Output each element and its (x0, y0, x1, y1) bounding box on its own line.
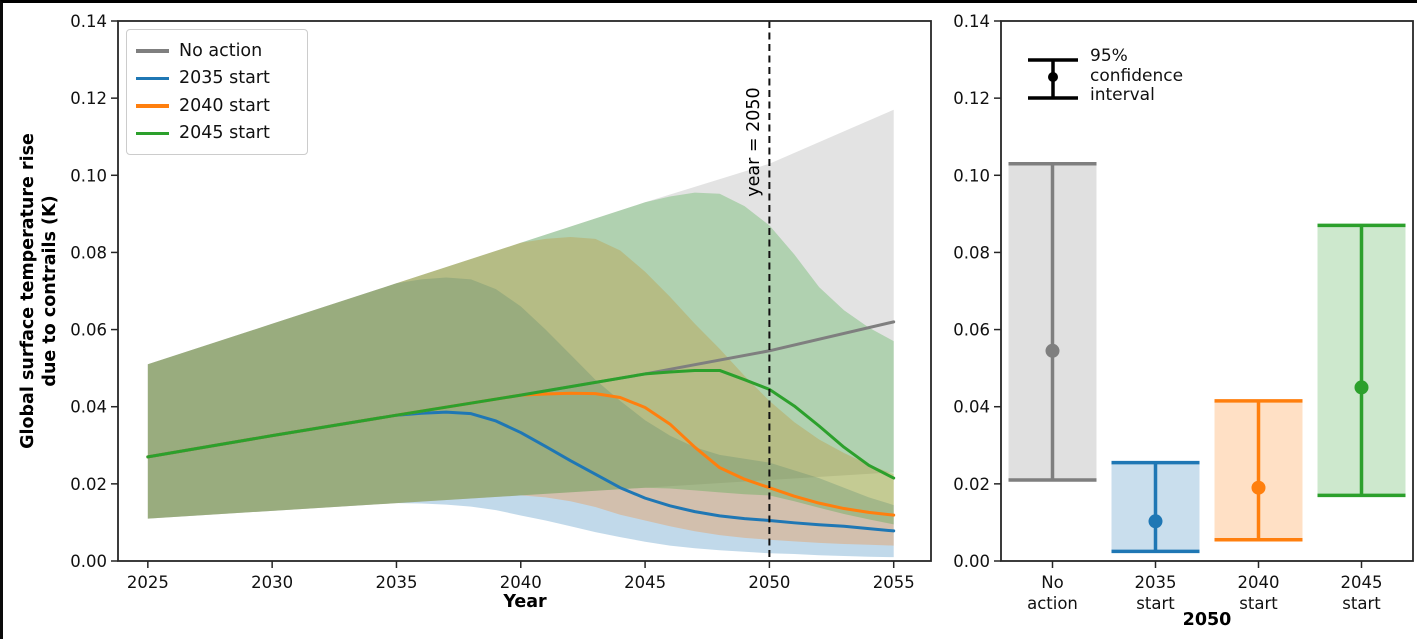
band-2035-start (147, 277, 894, 558)
legend-swatch-2045-start (136, 131, 169, 135)
y-axis-label: Global surface temperature rise due to c… (17, 133, 61, 449)
xtick-label: 2055 (873, 573, 915, 592)
chart-svg: 0.00 0.02 0.04 0.06 0.08 0.10 0.12 0.14 0.00 0.02… (70, 12, 1414, 613)
ytick-label: 0.14 (70, 12, 107, 31)
ytick-label: 0.06 (953, 321, 990, 340)
legend-swatch-no-action (136, 49, 169, 53)
legend-swatch-2040-start (136, 104, 169, 108)
ytick-label: 0.00 (953, 552, 990, 571)
ytick-label: 0.12 (953, 89, 990, 108)
ci-legend: 95% confidence interval (1025, 46, 1184, 106)
errorbar-2040-start (1214, 399, 1303, 542)
tick-labels: 0.00 0.02 0.04 0.06 0.08 0.10 0.12 0.14 0.00 0.02… (70, 12, 1382, 613)
legend-label: 2040 start (179, 95, 270, 116)
ytick-label: 0.02 (953, 475, 990, 494)
legend-label: 2045 start (179, 123, 270, 144)
ytick-label: 0.02 (70, 475, 107, 494)
confidence-bands (147, 109, 894, 558)
legend-item-2045-start: 2045 start (136, 120, 297, 148)
errorbar-no-action (1008, 161, 1097, 482)
xtick-label: 2030 (251, 573, 293, 592)
legend-swatch-2035-start (136, 76, 169, 80)
median-lines (146, 320, 896, 533)
y-axis-label-line1: Global surface temperature rise (18, 133, 38, 449)
xtick-label: 2040 (500, 573, 542, 592)
category-label: 2040 start (1238, 573, 1280, 613)
legend-item-2035-start: 2035 start (136, 65, 297, 93)
x-axis-label-year: Year (503, 592, 547, 612)
ytick-label: 0.10 (953, 166, 990, 185)
category-label: 2045 start (1341, 573, 1383, 613)
x-axis-label-2050: 2050 (1182, 610, 1232, 630)
ytick-label: 0.06 (70, 321, 107, 340)
errorbar-2035-start (1111, 460, 1200, 554)
ci-legend-text: 95% confidence interval (1090, 46, 1184, 106)
line-2035-start (146, 410, 896, 533)
errorbar-2045-start (1317, 223, 1406, 498)
year-2050-annotation: year = 2050 (744, 87, 764, 197)
xtick-label: 2025 (127, 573, 169, 592)
legend-label: 2035 start (179, 68, 270, 89)
ytick-label: 0.00 (70, 552, 107, 571)
ci-legend-line1: 95% (1090, 46, 1128, 66)
legend-item-2040-start: 2040 start (136, 92, 297, 120)
band-2045-start (147, 192, 894, 525)
ytick-label: 0.14 (953, 12, 990, 31)
band-2040-start (147, 237, 894, 546)
band-no-action (147, 109, 894, 519)
ytick-label: 0.08 (953, 243, 990, 262)
ytick-label: 0.12 (70, 89, 107, 108)
xtick-label: 2050 (748, 573, 790, 592)
line-2045-start (146, 368, 896, 480)
xtick-label: 2035 (375, 573, 417, 592)
ytick-label: 0.04 (70, 398, 107, 417)
ytick-label: 0.10 (70, 166, 107, 185)
xtick-label: 2045 (624, 573, 666, 592)
legend: No action 2035 start 2040 start 2045 start (126, 29, 308, 155)
right-axes (1000, 20, 1414, 562)
y-axis-label-line2: due to contrails (K) (40, 195, 60, 387)
ci-legend-line3: interval (1090, 85, 1155, 105)
errorbar-icon (1028, 58, 1078, 100)
ci-legend-line2: confidence (1090, 65, 1184, 86)
legend-label: No action (179, 40, 263, 61)
ytick-label: 0.08 (70, 243, 107, 262)
ytick-label: 0.04 (953, 398, 990, 417)
category-label: 2035 start (1135, 573, 1177, 613)
category-label: No action (1027, 573, 1078, 613)
legend-item-no-action: No action (136, 37, 297, 65)
left-axes (117, 20, 932, 562)
axis-ticks (111, 20, 1363, 568)
errorbars (1008, 161, 1406, 554)
